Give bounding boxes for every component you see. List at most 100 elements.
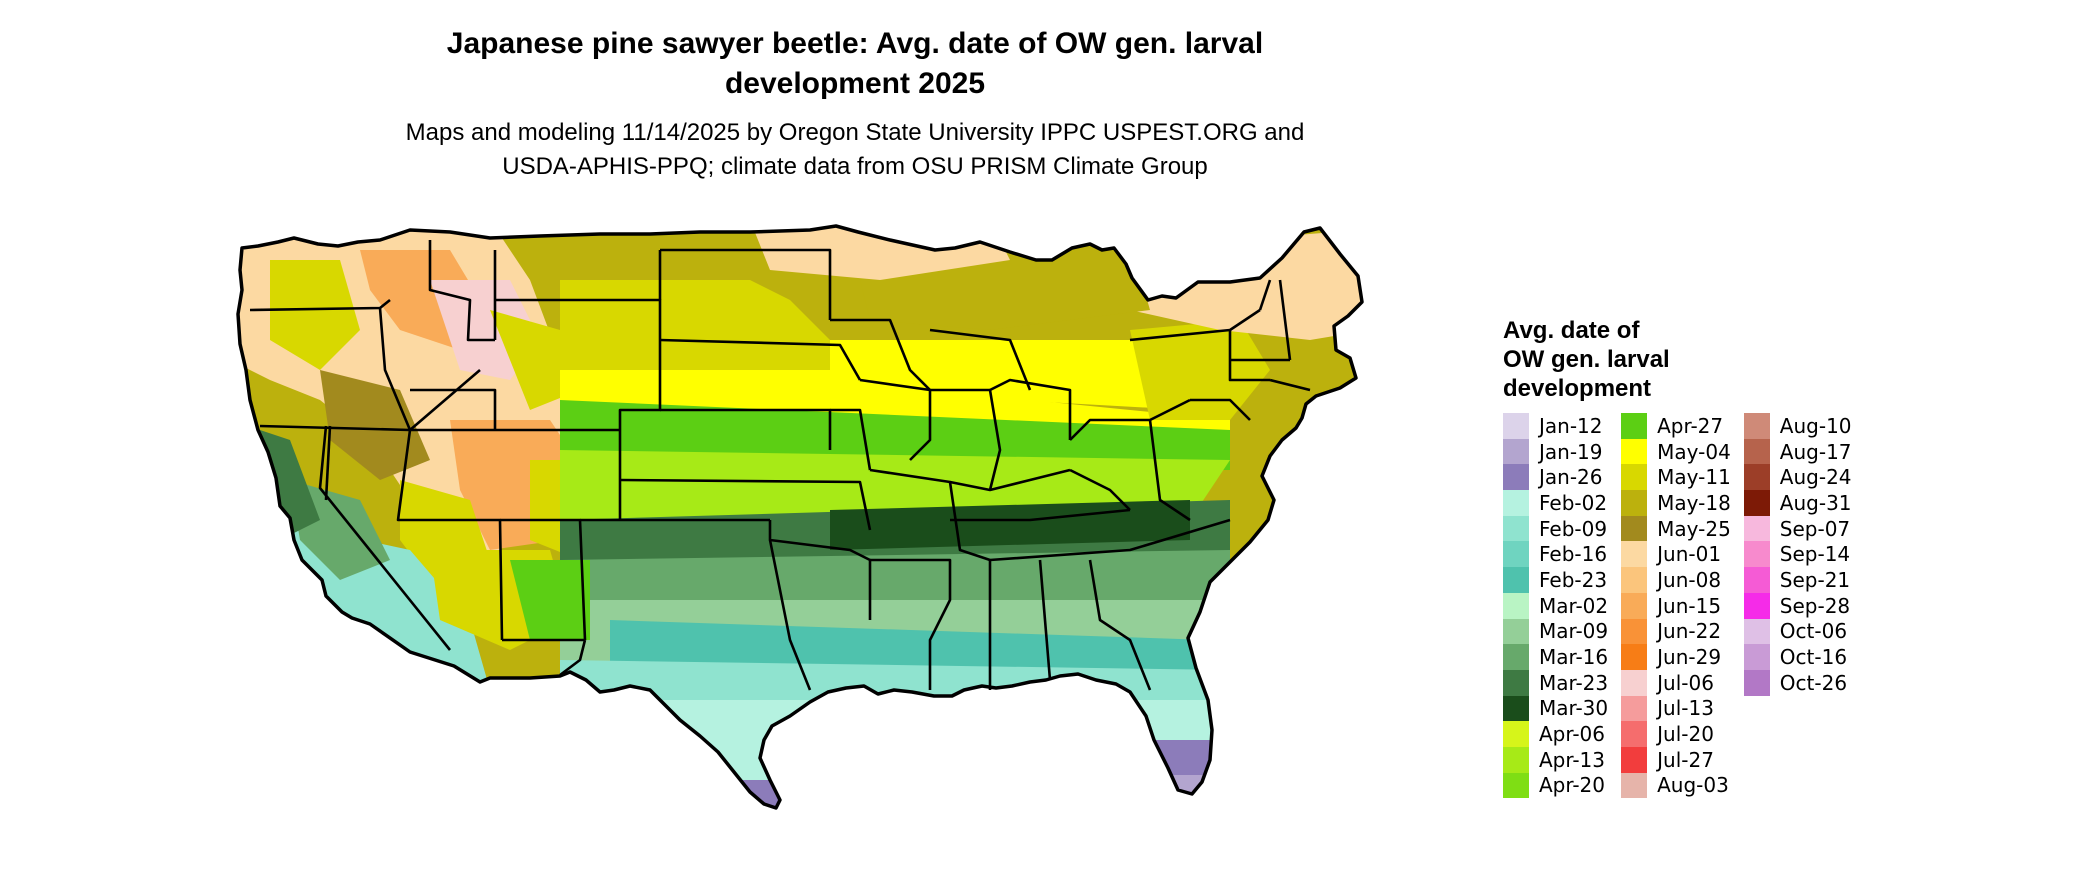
us-map	[230, 220, 1480, 892]
legend-swatch	[1621, 438, 1648, 465]
legend-item: May-18	[1621, 490, 1731, 516]
legend-item: Mar-30	[1503, 695, 1609, 722]
legend-item: Oct-06	[1743, 618, 1852, 645]
legend-label: May-25	[1657, 516, 1731, 541]
legend-item: Apr-20	[1503, 772, 1608, 799]
legend-label: Feb-23	[1539, 567, 1608, 592]
state-boundaries	[249, 240, 1311, 691]
legend-label: Mar-23	[1539, 670, 1609, 695]
legend-swatch	[1743, 618, 1770, 645]
legend-label: Jun-29	[1657, 645, 1722, 670]
legend-item: Jul-13	[1621, 695, 1731, 722]
legend-swatch	[1503, 438, 1529, 465]
legend-swatch	[1503, 644, 1529, 670]
legend-item: Feb-16	[1503, 541, 1608, 568]
legend-label: Sep-14	[1779, 542, 1851, 567]
legend-item: Apr-06	[1503, 721, 1608, 747]
legend-swatch	[1503, 721, 1529, 747]
legend-swatch	[1621, 464, 1648, 491]
map-header: Japanese pine sawyer beetle: Avg. date o…	[230, 24, 1480, 184]
legend-label: Jan-12	[1539, 413, 1603, 438]
legend-item: Apr-13	[1503, 746, 1608, 773]
legend-item: Jun-15	[1621, 592, 1731, 619]
legend-item: Sep-28	[1743, 592, 1852, 619]
legend-swatch	[1743, 567, 1770, 593]
legend-swatch	[1621, 592, 1648, 619]
legend-label: Jun-22	[1657, 619, 1722, 644]
legend-swatch	[1621, 567, 1648, 593]
legend-swatch	[1503, 592, 1529, 619]
legend-item: Jan-19	[1503, 438, 1608, 465]
legend-item: Mar-09	[1503, 618, 1608, 645]
legend-swatch	[1503, 541, 1529, 568]
legend-item: May-25	[1621, 515, 1731, 542]
legend-item: Jun-01	[1621, 541, 1731, 568]
legend-label: Jun-01	[1657, 542, 1722, 567]
legend-item: Mar-23	[1503, 669, 1609, 696]
legend-label: Jun-08	[1657, 567, 1722, 592]
legend-item: Aug-24	[1743, 464, 1852, 491]
legend-label: May-18	[1657, 490, 1731, 515]
legend-swatch	[1743, 541, 1770, 568]
legend-label: Apr-20	[1539, 773, 1605, 798]
legend-item: Mar-02	[1503, 592, 1609, 619]
legend-title: Avg. date of OW gen. larval development	[1503, 317, 1670, 402]
legend-swatch	[1621, 772, 1648, 799]
legend-swatch	[1503, 746, 1529, 773]
legend-label: Jul-20	[1657, 722, 1714, 747]
legend-swatch	[1503, 669, 1529, 696]
legend-label: Oct-06	[1779, 619, 1848, 644]
legend-item: Feb-02	[1503, 490, 1608, 516]
legend-item: Aug-03	[1621, 772, 1731, 799]
legend-swatch	[1503, 490, 1529, 516]
legend-item: Aug-10	[1743, 413, 1852, 439]
legend-swatch	[1743, 644, 1770, 670]
legend-label: Apr-06	[1539, 722, 1605, 747]
legend-label: Mar-02	[1539, 593, 1609, 618]
legend-item: Jul-27	[1621, 746, 1731, 773]
legend-item: Jan-26	[1503, 464, 1608, 491]
legend-item: Jun-08	[1621, 567, 1731, 593]
legend-label: Sep-21	[1779, 567, 1851, 592]
legend-swatch	[1743, 669, 1770, 696]
legend-swatch	[1621, 644, 1648, 670]
legend-swatch	[1503, 515, 1529, 542]
legend-label: Jan-19	[1539, 439, 1603, 464]
legend-label: May-04	[1657, 439, 1731, 464]
legend-item: Jan-12	[1503, 413, 1608, 439]
legend-label: Aug-03	[1657, 773, 1729, 798]
legend-item: May-11	[1621, 464, 1731, 491]
legend-swatch	[1503, 567, 1529, 593]
legend-label: Mar-30	[1539, 696, 1609, 721]
legend-label: Sep-28	[1779, 593, 1851, 618]
legend-columns: Jan-12 Jan-19 Jan-26 Feb-02 Feb-09 Feb-16 Feb-…	[1503, 413, 1923, 799]
legend-item: Sep-21	[1743, 567, 1852, 593]
legend-column: Aug-10 Aug-17 Aug-24 Aug-31 Sep-07 Sep-14 Sep-…	[1743, 413, 1852, 798]
us-outline	[236, 224, 1364, 810]
legend-swatch	[1503, 695, 1529, 722]
legend-swatch	[1503, 413, 1529, 439]
legend-swatch	[1621, 721, 1648, 747]
legend-swatch	[1621, 541, 1648, 568]
legend-item: Feb-09	[1503, 515, 1608, 542]
legend-swatch	[1503, 618, 1529, 645]
legend-item: Sep-14	[1743, 541, 1852, 568]
legend-label: Oct-26	[1779, 670, 1848, 695]
legend-swatch	[1621, 515, 1648, 542]
legend-label: Mar-16	[1539, 645, 1609, 670]
legend-swatch	[1621, 490, 1648, 516]
legend-item: Jul-06	[1621, 669, 1731, 696]
legend-column: Jan-12 Jan-19 Jan-26 Feb-02 Feb-09 Feb-16 Feb-…	[1503, 413, 1609, 799]
legend-swatch	[1621, 695, 1648, 722]
legend-item: Jun-29	[1621, 644, 1731, 670]
legend-item: Oct-16	[1743, 644, 1852, 670]
legend-column: Apr-27 May-04 May-11 May-18 May-25 Jun-01 Jun-…	[1621, 413, 1731, 799]
legend-item: Aug-31	[1743, 490, 1852, 516]
legend-item: Mar-16	[1503, 644, 1608, 670]
legend-swatch	[1743, 438, 1770, 465]
legend-label: May-11	[1657, 465, 1731, 490]
legend-swatch	[1743, 413, 1770, 439]
legend-label: Feb-09	[1539, 516, 1608, 541]
legend-item: Sep-07	[1743, 515, 1852, 542]
legend-swatch	[1621, 618, 1648, 645]
